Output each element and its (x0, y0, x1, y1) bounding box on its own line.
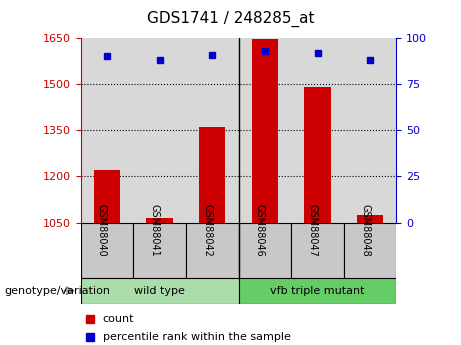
Text: wild type: wild type (134, 286, 185, 296)
Text: GSM88047: GSM88047 (307, 204, 318, 257)
Bar (81, 278, 239, 304)
Text: genotype/variation: genotype/variation (5, 286, 111, 296)
Text: GSM88042: GSM88042 (202, 204, 212, 257)
Text: GSM88041: GSM88041 (150, 205, 160, 257)
Text: percentile rank within the sample: percentile rank within the sample (103, 332, 290, 342)
Bar (81, 223, 133, 278)
Text: GDS1741 / 248285_at: GDS1741 / 248285_at (147, 10, 314, 27)
Text: GSM88046: GSM88046 (255, 205, 265, 257)
Bar (239, 223, 291, 278)
Text: count: count (103, 314, 134, 324)
Bar (147, 218, 173, 223)
Bar (252, 39, 278, 223)
Text: GSM88048: GSM88048 (360, 205, 370, 257)
Bar (186, 223, 239, 278)
Text: GSM88040: GSM88040 (97, 205, 107, 257)
Bar (357, 215, 383, 223)
Bar (133, 223, 186, 278)
Bar (199, 127, 225, 223)
Text: vfb triple mutant: vfb triple mutant (270, 286, 365, 296)
Bar (304, 87, 331, 223)
Bar (344, 223, 396, 278)
Bar (94, 170, 120, 223)
Bar (291, 223, 344, 278)
Bar (239, 278, 396, 304)
